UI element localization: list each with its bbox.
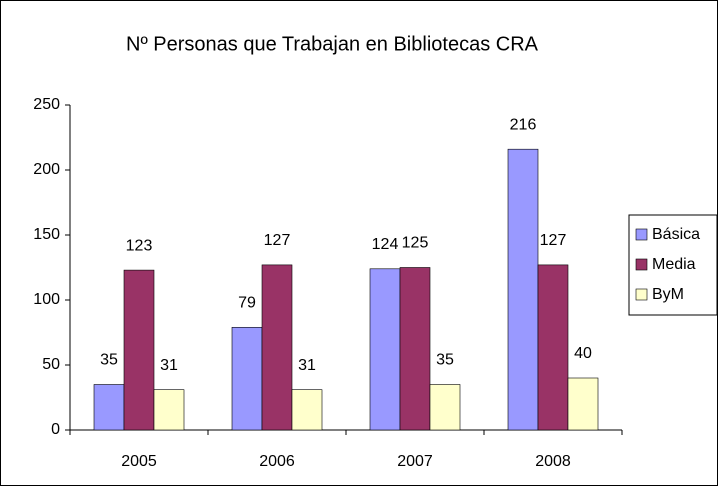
data-label: 216 <box>510 116 537 133</box>
y-tick-label: 250 <box>33 96 60 113</box>
bar <box>93 384 125 431</box>
data-label: 31 <box>160 357 178 374</box>
data-label: 40 <box>574 345 592 362</box>
bar <box>507 148 539 431</box>
y-tick-label: 0 <box>51 421 60 438</box>
x-tick-label: 2007 <box>397 453 433 470</box>
data-label: 31 <box>298 357 316 374</box>
x-tick-label: 2006 <box>259 453 295 470</box>
bar <box>537 264 569 431</box>
y-tick-label: 50 <box>42 356 60 373</box>
chart-title: Nº Personas que Trabajan en Bibliotecas … <box>126 33 539 55</box>
bar <box>567 377 599 431</box>
x-tick-label: 2005 <box>121 453 157 470</box>
y-tick-label: 200 <box>33 161 60 178</box>
bar <box>231 326 263 431</box>
data-label: 35 <box>436 352 454 369</box>
y-tick-label: 150 <box>33 226 60 243</box>
bar <box>429 384 461 431</box>
data-label: 125 <box>402 235 429 252</box>
data-label: 124 <box>372 236 399 253</box>
legend-swatch <box>635 258 648 271</box>
data-label: 123 <box>126 237 153 254</box>
bar <box>399 267 431 431</box>
legend-swatch <box>635 288 648 301</box>
legend-label: ByM <box>652 286 684 303</box>
bar <box>369 268 401 431</box>
legend-swatch <box>635 228 648 241</box>
data-label: 35 <box>100 352 118 369</box>
bar <box>123 269 155 431</box>
legend-label: Media <box>652 256 696 273</box>
bar <box>153 389 185 431</box>
data-label: 127 <box>264 232 291 249</box>
data-label: 127 <box>540 232 567 249</box>
bar <box>261 264 293 431</box>
data-label: 79 <box>238 295 256 312</box>
y-tick-label: 100 <box>33 291 60 308</box>
x-tick-label: 2008 <box>535 453 571 470</box>
legend-label: Básica <box>652 226 700 243</box>
bar <box>291 389 323 431</box>
